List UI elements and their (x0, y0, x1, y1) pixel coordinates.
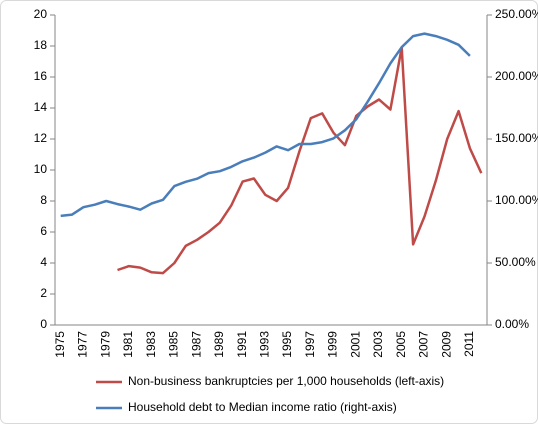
y2-tick-label: 250.00% (495, 7, 538, 21)
x-tick-label: 1979 (98, 331, 112, 358)
x-tick-label: 1997 (303, 331, 317, 358)
x-tick-label: 2003 (371, 331, 385, 358)
y2-tick-label: 50.00% (495, 255, 536, 269)
y-tick-label: 2 (40, 286, 47, 300)
y-tick-label: 8 (40, 193, 47, 207)
legend-label: Household debt to Median income ratio (r… (128, 400, 397, 414)
x-tick-label: 1983 (144, 331, 158, 358)
y-tick-label: 6 (40, 224, 47, 238)
x-tick-label: 1985 (167, 331, 181, 358)
y-tick-label: 12 (34, 131, 48, 145)
y-tick-label: 0 (40, 317, 47, 331)
y-tick-label: 18 (34, 38, 48, 52)
x-tick-label: 1999 (326, 331, 340, 358)
x-tick-label: 2001 (348, 331, 362, 358)
y2-tick-label: 150.00% (495, 131, 538, 145)
x-tick-label: 1981 (121, 331, 135, 358)
legend-label: Non-business bankruptcies per 1,000 hous… (128, 374, 444, 388)
x-tick-label: 2009 (439, 331, 453, 358)
x-tick-label: 1991 (235, 331, 249, 358)
y-tick-label: 20 (34, 7, 48, 21)
y2-tick-label: 0.00% (495, 317, 529, 331)
series-line (117, 46, 483, 275)
y-tick-label: 14 (34, 100, 48, 114)
y2-tick-label: 100.00% (495, 193, 538, 207)
y2-tick-label: 200.00% (495, 69, 538, 83)
x-tick-label: 1989 (212, 331, 226, 358)
x-tick-label: 1987 (189, 331, 203, 358)
y-tick-label: 10 (34, 162, 48, 176)
y-tick-label: 16 (34, 69, 48, 83)
x-tick-label: 2005 (394, 331, 408, 358)
y-tick-label: 4 (40, 255, 47, 269)
x-tick-label: 1993 (257, 331, 271, 358)
x-tick-label: 2011 (462, 331, 476, 357)
x-tick-label: 1977 (76, 331, 90, 358)
x-tick-label: 1995 (280, 331, 294, 358)
x-tick-label: 2007 (417, 331, 431, 358)
x-tick-label: 1975 (53, 331, 67, 358)
series-line (60, 32, 471, 218)
